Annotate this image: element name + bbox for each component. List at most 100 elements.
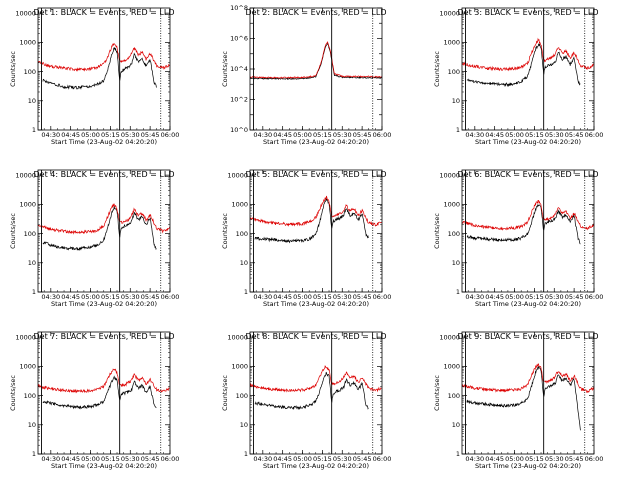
- x-axis-label: Start Time (23-Aug-02 04:20:20): [51, 462, 157, 470]
- lld-series-line: [38, 43, 170, 72]
- x-tick-label: 04:30: [41, 131, 60, 139]
- x-tick-label: 05:15: [525, 131, 544, 139]
- x-axis-label: Start Time (23-Aug-02 04:20:20): [475, 462, 581, 470]
- y-tick-label: 100: [448, 230, 460, 238]
- x-tick-label: 04:30: [41, 293, 60, 301]
- y-tick-label: 10^2: [230, 96, 248, 104]
- lld-series-line: [462, 37, 594, 72]
- y-tick-label: 100: [24, 230, 36, 238]
- x-tick-label: 04:30: [253, 455, 272, 463]
- events-series-line: [42, 206, 157, 251]
- panel-title: Det 9: BLACK = Events, RED = LLD: [458, 332, 599, 341]
- y-tick-label: 1000: [19, 39, 36, 47]
- y-tick-label: 100: [24, 392, 36, 400]
- y-tick-label: 10000: [15, 333, 36, 341]
- x-axis-label: Start Time (23-Aug-02 04:20:20): [263, 300, 369, 308]
- y-tick-label: 10^4: [230, 65, 248, 73]
- x-tick-label: 04:45: [273, 293, 292, 301]
- y-tick-label: 10000: [227, 171, 248, 179]
- x-tick-label: 05:00: [505, 455, 524, 463]
- x-tick-label: 04:45: [61, 455, 80, 463]
- lld-series-line: [462, 363, 594, 393]
- x-tick-label: 05:00: [505, 293, 524, 301]
- events-series-line: [42, 375, 157, 410]
- x-tick-label: 05:45: [353, 455, 372, 463]
- detector-panel-4: 1 10 100 1000 10000 04:30 04:45 05:00 05:15 05:30…: [9, 169, 180, 308]
- x-tick-label: 06:00: [373, 131, 392, 139]
- plot-frame: [37, 7, 171, 131]
- x-tick-label: 05:00: [505, 131, 524, 139]
- y-tick-label: 1: [456, 126, 460, 134]
- y-tick-label: 100: [236, 230, 248, 238]
- detector-panel-9: 1 10 100 1000 10000 04:30 04:45 05:00 05:15 05:30…: [433, 331, 604, 470]
- events-series-line: [466, 43, 581, 88]
- y-tick-label: 1: [32, 450, 36, 458]
- x-tick-label: 05:45: [353, 131, 372, 139]
- events-series-line: [466, 366, 581, 431]
- x-tick-label: 04:30: [253, 131, 272, 139]
- x-tick-label: 05:30: [545, 293, 564, 301]
- y-tick-label: 10: [452, 421, 460, 429]
- y-tick-label: 1: [244, 450, 248, 458]
- panel-title: Det 7: BLACK = Events, RED = LLD: [34, 332, 175, 341]
- y-tick-label: 10000: [439, 333, 460, 341]
- y-axis-label: Counts/sec: [433, 213, 441, 249]
- x-tick-label: 05:15: [313, 455, 332, 463]
- y-tick-label: 100: [448, 68, 460, 76]
- y-tick-label: 10000: [227, 333, 248, 341]
- x-tick-label: 05:30: [545, 455, 564, 463]
- y-tick-label: 10000: [15, 171, 36, 179]
- panel-title: Det 1: BLACK = Events, RED = LLD: [34, 8, 175, 17]
- x-tick-label: 04:45: [273, 455, 292, 463]
- x-tick-label: 06:00: [161, 293, 180, 301]
- y-tick-label: 1000: [19, 363, 36, 371]
- x-tick-label: 05:45: [565, 455, 584, 463]
- y-axis-label: Counts/sec: [221, 213, 229, 249]
- y-tick-label: 100: [24, 68, 36, 76]
- y-tick-label: 1000: [443, 363, 460, 371]
- plot-frame: [461, 331, 595, 455]
- x-tick-label: 05:00: [293, 131, 312, 139]
- y-tick-label: 100: [448, 392, 460, 400]
- x-tick-label: 05:15: [525, 293, 544, 301]
- y-tick-label: 1000: [443, 39, 460, 47]
- y-tick-label: 10000: [439, 171, 460, 179]
- x-tick-label: 05:30: [121, 131, 140, 139]
- y-tick-label: 1: [32, 288, 36, 296]
- plot-frame: [249, 331, 383, 455]
- x-axis-label: Start Time (23-Aug-02 04:20:20): [263, 138, 369, 146]
- y-tick-label: 1000: [231, 201, 248, 209]
- lld-series-line: [250, 365, 382, 393]
- x-tick-label: 04:45: [61, 293, 80, 301]
- y-tick-label: 1: [244, 288, 248, 296]
- panel-title: Det 5: BLACK = Events, RED = LLD: [246, 170, 387, 179]
- x-tick-label: 06:00: [373, 455, 392, 463]
- x-tick-label: 05:00: [293, 455, 312, 463]
- x-tick-label: 05:45: [565, 293, 584, 301]
- lld-series-line: [38, 203, 170, 235]
- x-tick-label: 05:30: [121, 293, 140, 301]
- y-tick-label: 10: [28, 421, 36, 429]
- x-tick-label: 06:00: [585, 455, 604, 463]
- y-axis-label: Counts/sec: [433, 375, 441, 411]
- events-series-line: [466, 204, 581, 245]
- y-tick-label: 10: [240, 259, 248, 267]
- x-tick-label: 05:30: [333, 293, 352, 301]
- y-tick-label: 10^0: [230, 126, 248, 134]
- y-tick-label: 1000: [231, 363, 248, 371]
- x-tick-label: 04:45: [273, 131, 292, 139]
- x-tick-label: 06:00: [373, 293, 392, 301]
- x-tick-label: 06:00: [161, 131, 180, 139]
- y-tick-label: 10^8: [230, 4, 248, 12]
- y-axis-label: Counts/sec: [9, 51, 17, 87]
- x-tick-label: 05:15: [101, 293, 120, 301]
- x-axis-label: Start Time (23-Aug-02 04:20:20): [475, 300, 581, 308]
- y-tick-label: 10: [452, 259, 460, 267]
- plot-frame: [37, 169, 171, 293]
- lld-series-line: [250, 41, 382, 79]
- plot-frame: [249, 7, 383, 131]
- panel-title: Det 3: BLACK = Events, RED = LLD: [458, 8, 599, 17]
- x-tick-label: 05:00: [81, 131, 100, 139]
- detector-panel-2: 10^0 10^2 10^4 10^6 10^8 04:30 04:45 05:00 05:15…: [221, 4, 391, 146]
